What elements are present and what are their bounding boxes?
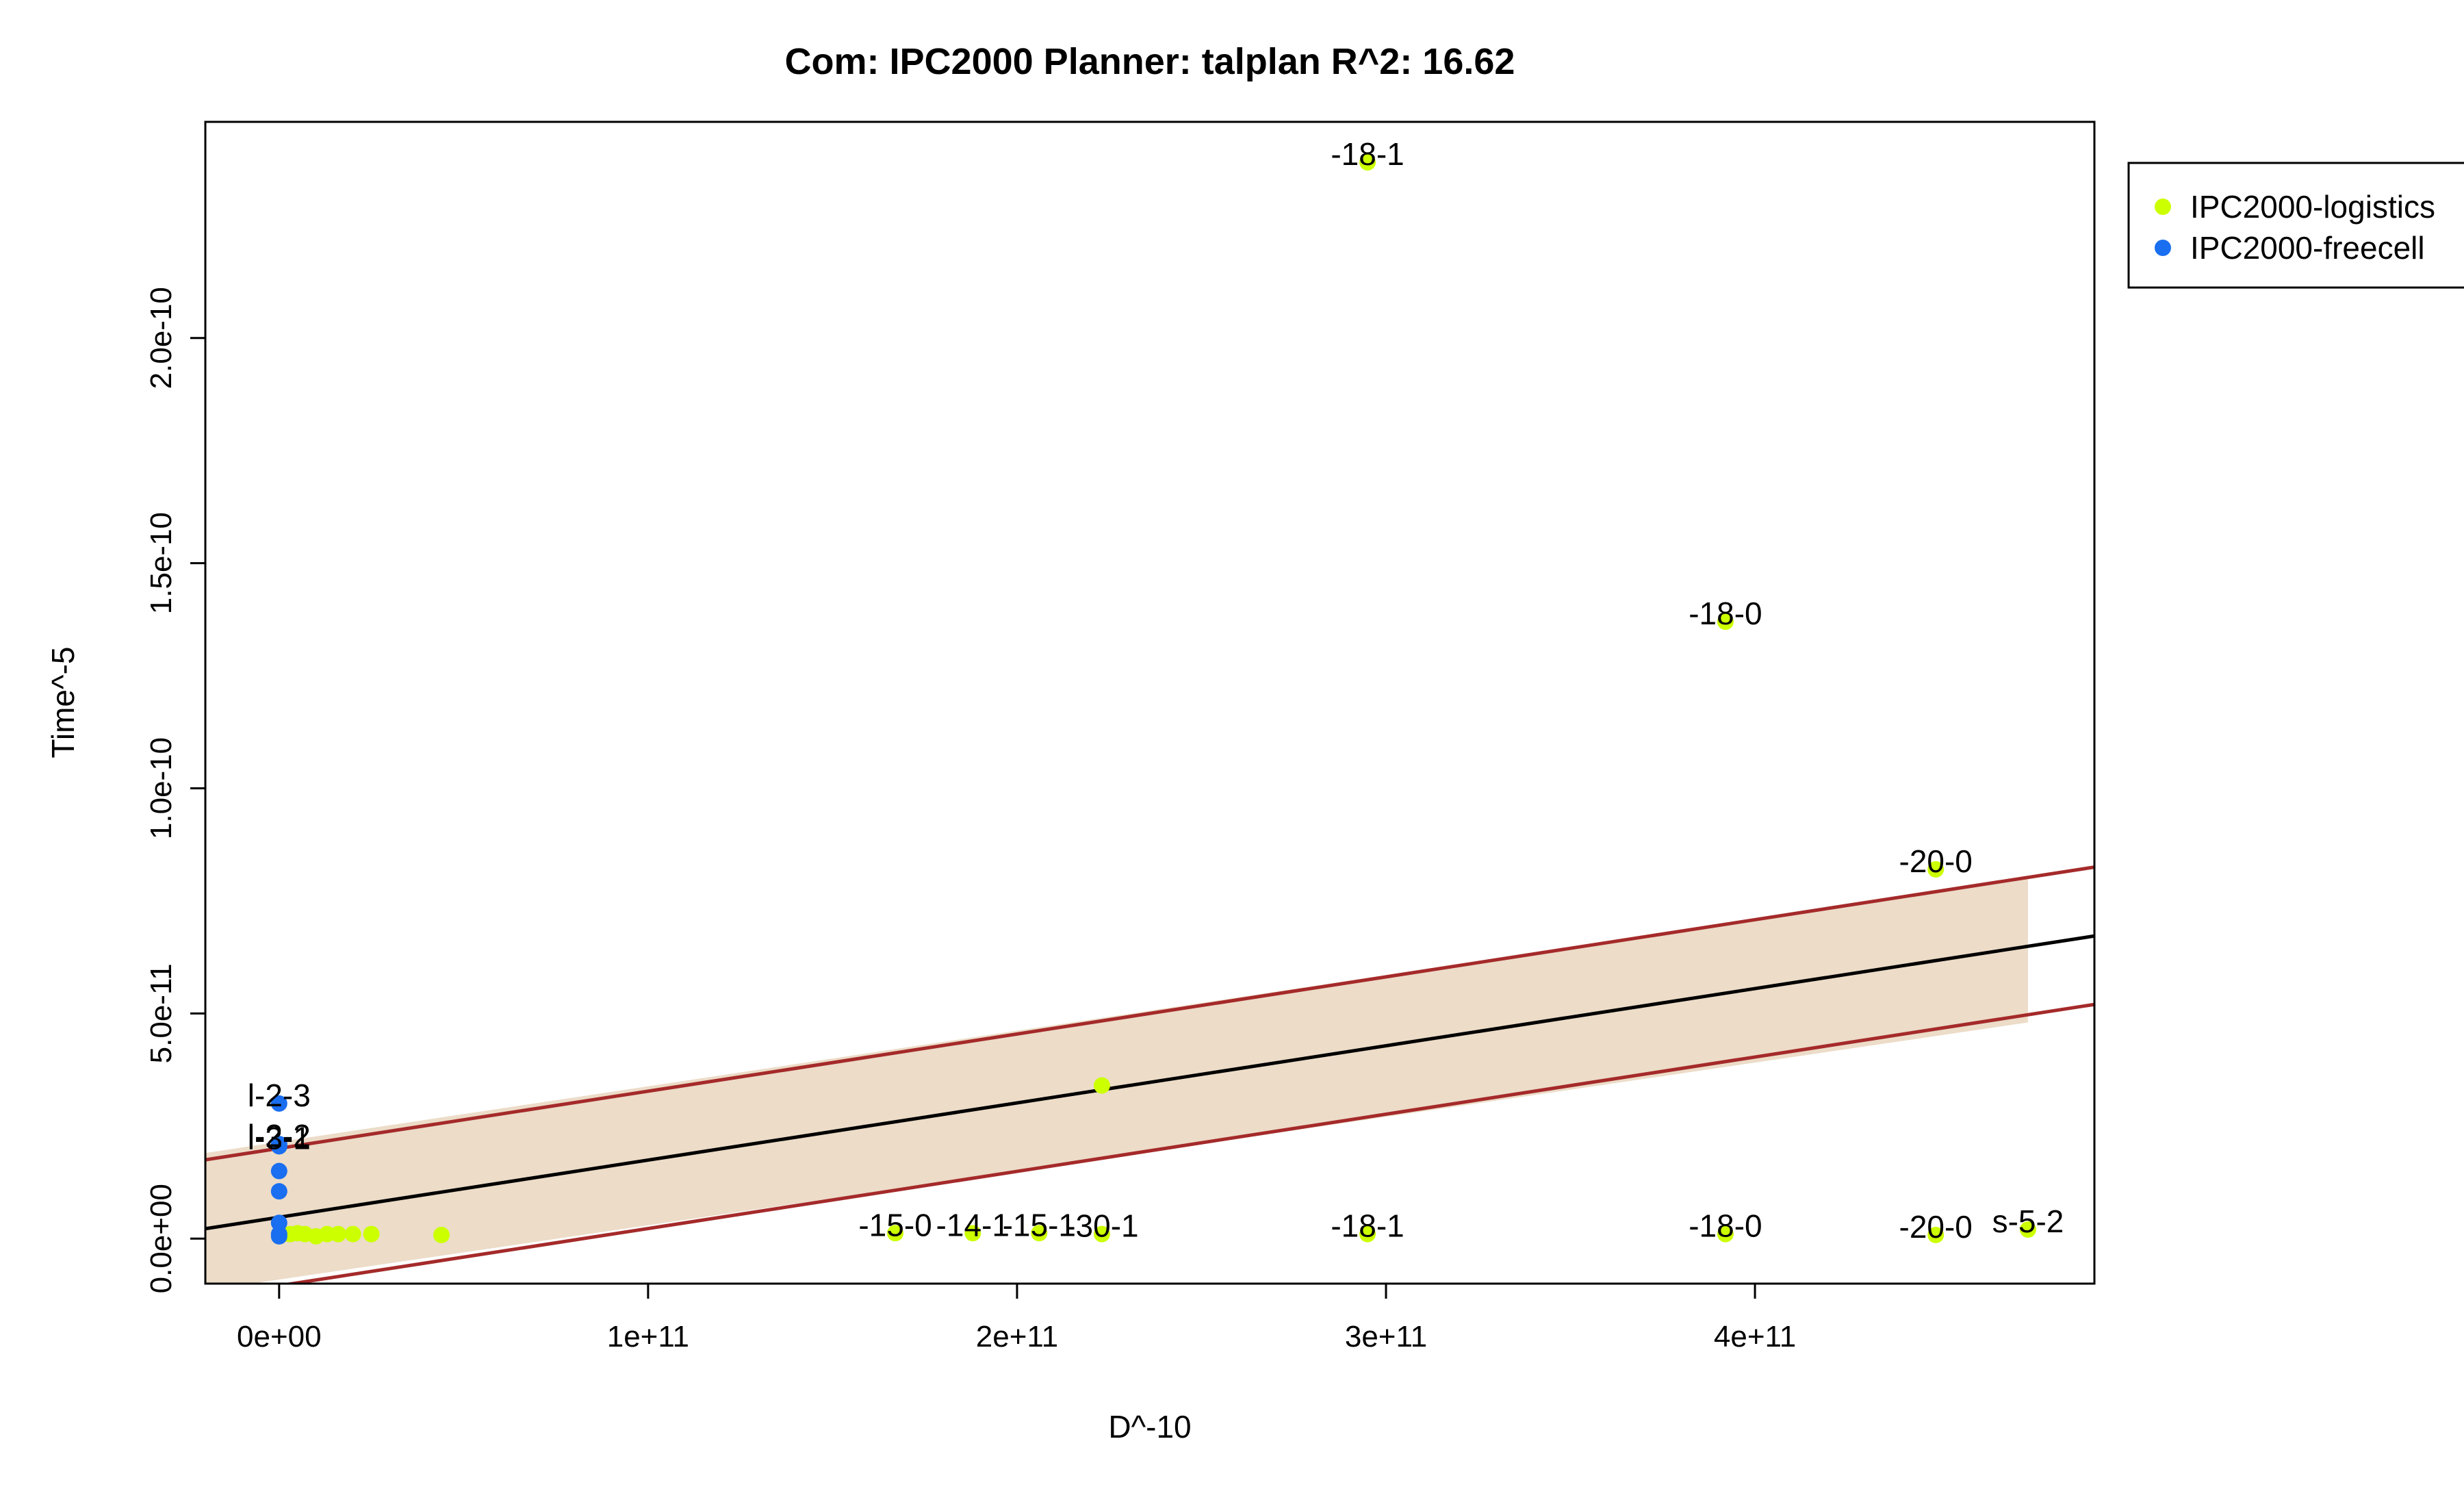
point-label-ipc2000-logistics-19: -20-0	[1899, 843, 1973, 879]
point-label-ipc2000-logistics-17: -18-0	[1689, 596, 1762, 631]
point-ipc2000-logistics-13	[1093, 1225, 1110, 1243]
point-label-ipc2000-freecell-0: l-2-3	[248, 1078, 311, 1113]
point-label-ipc2000-logistics-18: -18-0	[1689, 1208, 1762, 1244]
prediction-line-lower	[281, 1002, 2094, 1284]
point-ipc2000-logistics-17	[1717, 613, 1734, 631]
point-label-ipc2000-logistics-20: -20-0	[1899, 1209, 1973, 1245]
legend-box	[2127, 162, 2464, 289]
x-tick-label-3: 3e+11	[1345, 1320, 1427, 1353]
point-ipc2000-logistics-8	[363, 1225, 380, 1243]
x-axis: 0e+00 1e+11 2e+11 3e+11 4e+11	[237, 1282, 1796, 1353]
point-ipc2000-logistics-16	[1359, 1225, 1376, 1243]
legend-marker-logistics	[2155, 199, 2171, 215]
point-labels-layer: -15-0 -14-1-15-1-30-1 -18-1 -18-1 -18-0 -18-0…	[248, 136, 2064, 1245]
legend-label-logistics: IPC2000-logistics	[2190, 189, 2435, 225]
point-label-ipc2000-logistics-15: -18-1	[1331, 136, 1404, 172]
y-tick-label-0: 0.0e+00	[144, 1184, 178, 1293]
x-tick-label-0: 0e+00	[237, 1320, 322, 1353]
point-ipc2000-logistics-21	[2019, 1221, 2036, 1238]
legend-label-freecell: IPC2000-freecell	[2190, 230, 2425, 266]
point-ipc2000-logistics-14	[1093, 1077, 1110, 1094]
point-ipc2000-logistics-20	[1927, 1226, 1945, 1243]
point-label-ipc2000-logistics-13: -30-1	[1065, 1208, 1138, 1244]
x-tick-label-1: 1e+11	[607, 1320, 689, 1353]
point-ipc2000-logistics-18	[1717, 1225, 1734, 1243]
y-tick-label-4: 2.0e-10	[144, 287, 178, 389]
chart-title: Com: IPC2000 Planner: talplan R^2: 16.62	[785, 41, 1515, 82]
x-axis-label: D^-10	[1108, 1409, 1191, 1445]
point-ipc2000-freecell-0	[270, 1095, 287, 1112]
point-ipc2000-logistics-15	[1359, 154, 1376, 171]
y-axis: 0.0e+00 5.0e-11 1.0e-10 1.5e-10 2.0e-10	[144, 287, 207, 1293]
point-ipc2000-logistics-11	[964, 1225, 981, 1242]
regression-line	[205, 934, 2094, 1231]
point-ipc2000-freecell-7	[270, 1227, 287, 1245]
point-ipc2000-logistics-6	[330, 1225, 347, 1243]
point-label-ipc2000-logistics-12: -15-1	[1003, 1207, 1076, 1243]
point-ipc2000-freecell-3	[270, 1162, 287, 1180]
point-ipc2000-logistics-19	[1927, 861, 1945, 878]
point-label-ipc2000-freecell-2: l-3-1	[248, 1120, 311, 1156]
points-layer	[270, 154, 2036, 1245]
legend-marker-freecell	[2155, 240, 2171, 256]
point-label-ipc2000-logistics-21: s-5-2	[1992, 1204, 2064, 1239]
point-ipc2000-logistics-12	[1031, 1225, 1048, 1242]
confidence-band	[205, 878, 2028, 1284]
y-axis-label: Time^-5	[45, 647, 81, 759]
point-label-ipc2000-logistics-10: -15-0	[858, 1207, 932, 1243]
plot-region	[205, 154, 2094, 1284]
point-ipc2000-logistics-10	[887, 1225, 904, 1242]
x-tick-label-2: 2e+11	[976, 1320, 1058, 1353]
point-ipc2000-logistics-9	[433, 1226, 450, 1243]
point-ipc2000-freecell-4	[270, 1183, 287, 1200]
point-ipc2000-freecell-2	[270, 1138, 287, 1155]
point-label-ipc2000-freecell-1: l-2-2	[248, 1118, 311, 1154]
prediction-line-upper	[205, 865, 2094, 1162]
x-tick-label-4: 4e+11	[1714, 1320, 1796, 1353]
y-tick-label-3: 1.5e-10	[144, 512, 178, 614]
legend: IPC2000-logistics IPC2000-freecell	[2127, 162, 2464, 289]
y-tick-label-1: 5.0e-11	[144, 963, 178, 1063]
y-tick-label-2: 1.0e-10	[144, 737, 178, 839]
point-ipc2000-logistics-7	[344, 1225, 361, 1243]
point-ipc2000-freecell-5	[270, 1214, 287, 1232]
point-label-ipc2000-logistics-16: -18-1	[1331, 1208, 1404, 1244]
point-label-ipc2000-logistics-11: -14-1	[936, 1207, 1010, 1243]
